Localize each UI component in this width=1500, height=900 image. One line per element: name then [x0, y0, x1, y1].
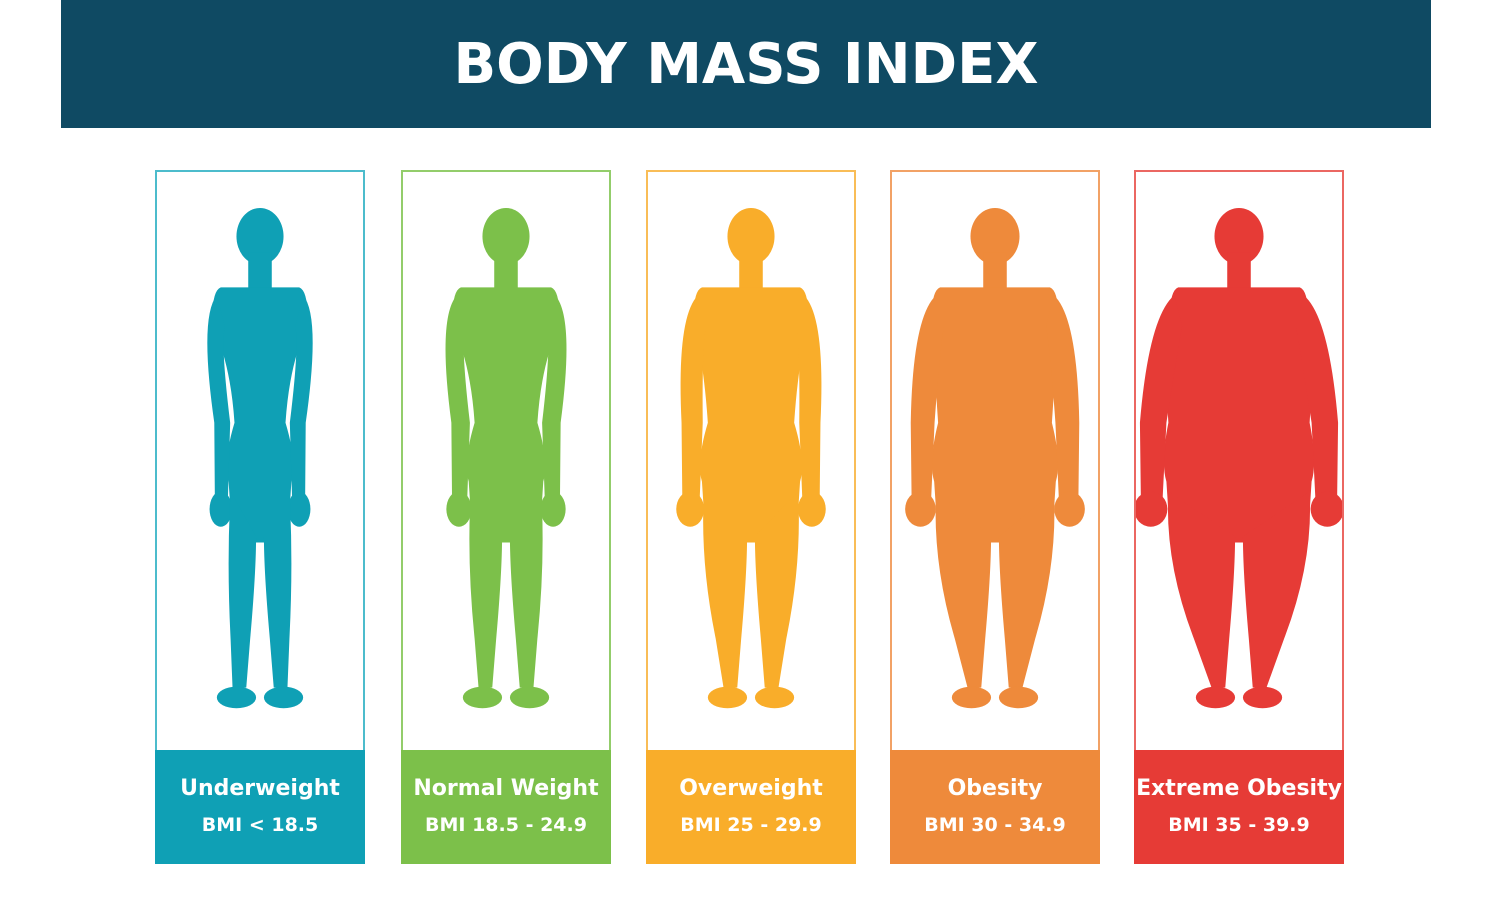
figure-area — [1136, 172, 1342, 754]
bmi-range: BMI < 18.5 — [201, 814, 319, 836]
underweight-body-silhouette-icon — [207, 207, 313, 709]
figure-area — [403, 172, 609, 754]
category-label-panel: Underweight BMI < 18.5 — [155, 750, 365, 864]
category-name: Normal Weight — [413, 776, 599, 801]
overweight-body-silhouette-icon — [676, 207, 826, 709]
extreme-obesity-body-silhouette-icon — [1136, 207, 1342, 709]
category-name: Overweight — [679, 776, 823, 801]
figure-area — [648, 172, 854, 754]
bmi-card-normal-weight: Normal Weight BMI 18.5 - 24.9 — [401, 170, 611, 864]
category-label-panel: Overweight BMI 25 - 29.9 — [646, 750, 856, 864]
category-label-panel: Extreme Obesity BMI 35 - 39.9 — [1134, 750, 1344, 864]
category-label-panel: Obesity BMI 30 - 34.9 — [890, 750, 1100, 864]
page-title: BODY MASS INDEX — [453, 31, 1039, 97]
obesity-body-silhouette-icon — [905, 207, 1085, 709]
normal-weight-body-silhouette-icon — [445, 207, 567, 709]
bmi-card-underweight: Underweight BMI < 18.5 — [155, 170, 365, 864]
bmi-range: BMI 30 - 34.9 — [924, 814, 1066, 836]
category-name: Obesity — [947, 776, 1043, 801]
bmi-card-overweight: Overweight BMI 25 - 29.9 — [646, 170, 856, 864]
header-banner: BODY MASS INDEX — [61, 0, 1431, 128]
figure-area — [157, 172, 363, 754]
bmi-card-obesity: Obesity BMI 30 - 34.9 — [890, 170, 1100, 864]
bmi-range: BMI 25 - 29.9 — [680, 814, 822, 836]
figure-area — [892, 172, 1098, 754]
bmi-range: BMI 18.5 - 24.9 — [425, 814, 587, 836]
category-name: Extreme Obesity — [1136, 776, 1342, 801]
category-name: Underweight — [180, 776, 340, 801]
bmi-card-extreme-obesity: Extreme Obesity BMI 35 - 39.9 — [1134, 170, 1344, 864]
category-label-panel: Normal Weight BMI 18.5 - 24.9 — [401, 750, 611, 864]
bmi-range: BMI 35 - 39.9 — [1168, 814, 1310, 836]
